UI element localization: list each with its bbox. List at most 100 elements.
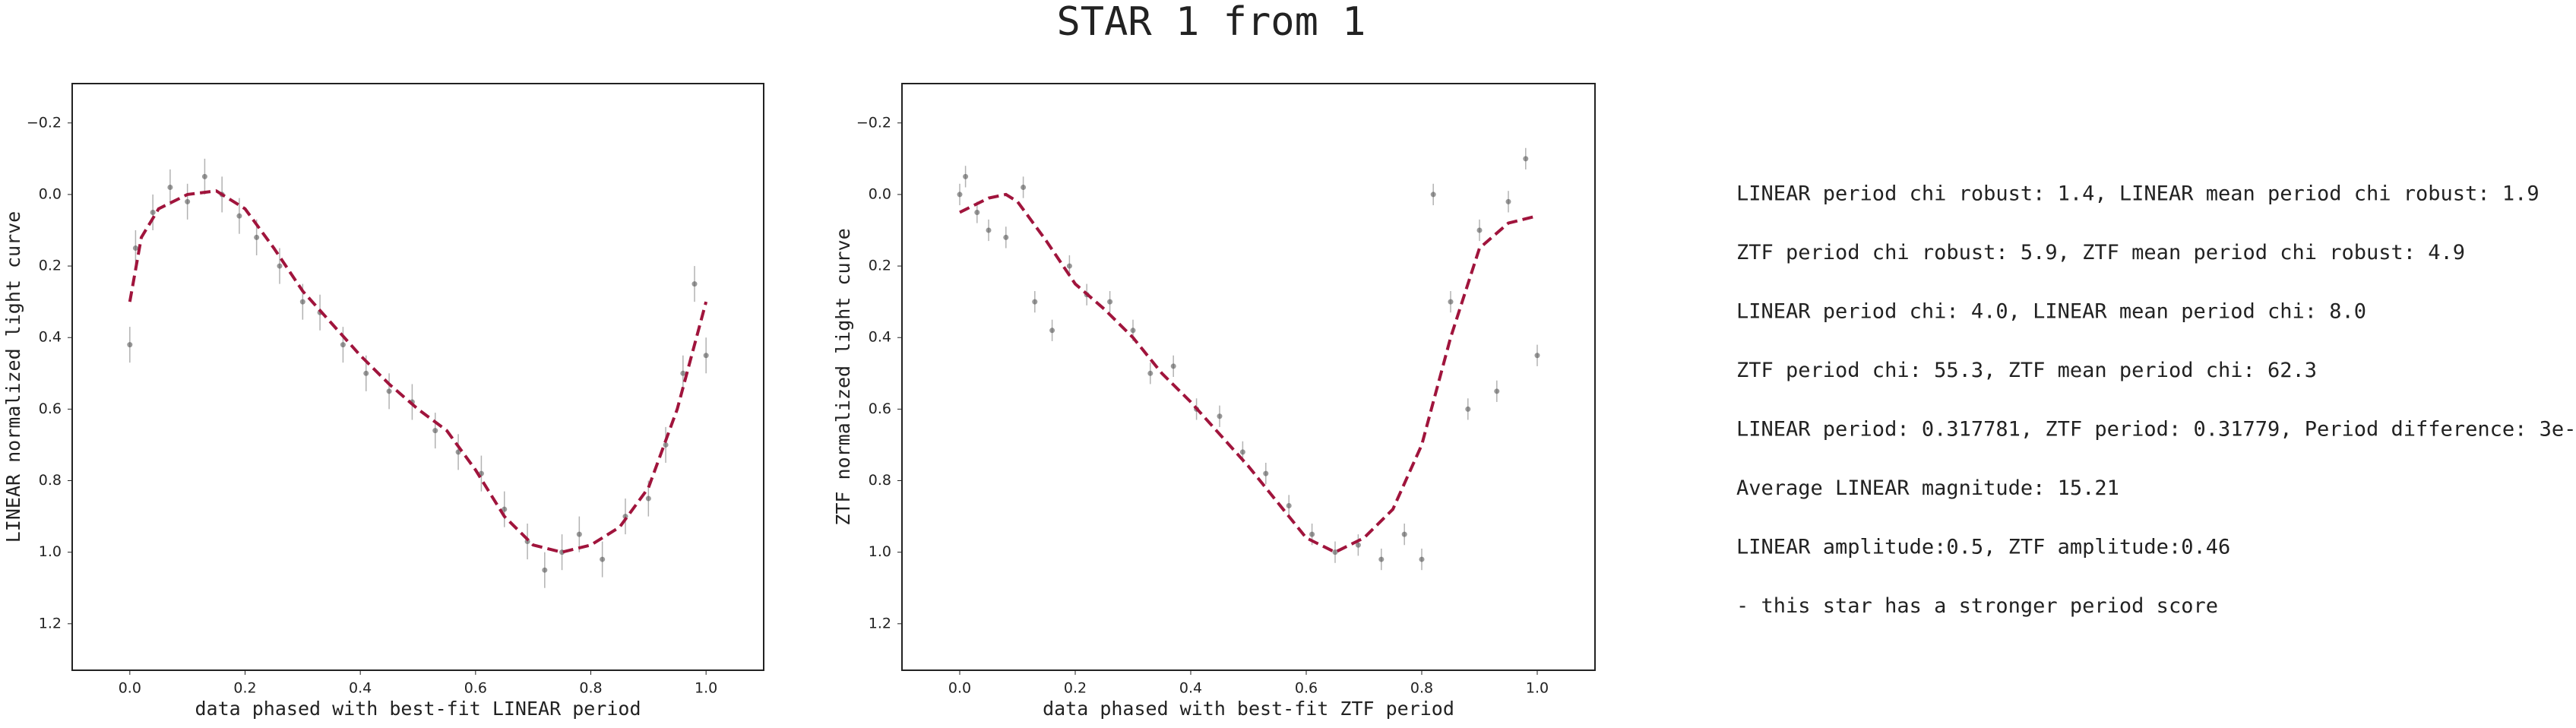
x-tick-label: 0.2 bbox=[233, 680, 256, 697]
x-tick-label: 0.4 bbox=[349, 680, 372, 697]
y-tick-label: 1.0 bbox=[39, 543, 62, 560]
y-tick-label: −0.2 bbox=[27, 114, 62, 131]
y-tick-label: 1.2 bbox=[39, 615, 62, 631]
y-tick-label: 0.2 bbox=[39, 258, 62, 274]
y-tick-label: 1.0 bbox=[869, 543, 891, 560]
data-point bbox=[1505, 198, 1511, 204]
data-point bbox=[1332, 549, 1338, 555]
data-point bbox=[1465, 406, 1471, 412]
data-point bbox=[1355, 542, 1361, 548]
y-tick-label: 0.0 bbox=[869, 185, 891, 202]
x-tick-label: 1.0 bbox=[1526, 680, 1549, 697]
data-point bbox=[963, 173, 969, 179]
data-point bbox=[386, 388, 392, 394]
data-point bbox=[299, 299, 305, 305]
data-point bbox=[201, 173, 207, 179]
data-point bbox=[1107, 299, 1113, 305]
data-point bbox=[150, 209, 156, 215]
y-axis-label: LINEAR normalized light curve bbox=[2, 211, 24, 543]
x-tick-label: 0.0 bbox=[119, 680, 141, 697]
data-point bbox=[1378, 556, 1385, 562]
data-point bbox=[1032, 299, 1038, 305]
note-line: ZTF period chi: 55.3, ZTF mean period ch… bbox=[1736, 359, 2317, 382]
data-point bbox=[957, 191, 963, 198]
fit-line bbox=[959, 192, 1538, 554]
y-tick-label: −0.2 bbox=[856, 114, 891, 131]
data-point bbox=[1401, 531, 1407, 537]
y-axis-label: ZTF normalized light curve bbox=[832, 228, 854, 525]
data-point bbox=[703, 353, 709, 359]
plot-frame bbox=[71, 83, 764, 671]
data-point bbox=[132, 245, 138, 252]
y-tick-label: 0.4 bbox=[39, 329, 62, 346]
data-point bbox=[1147, 370, 1154, 376]
data-point bbox=[1430, 191, 1436, 198]
data-point bbox=[1049, 328, 1055, 334]
data-point bbox=[1448, 299, 1454, 305]
data-point bbox=[691, 281, 698, 287]
data-point bbox=[167, 185, 173, 191]
data-point bbox=[1217, 413, 1223, 419]
data-point bbox=[600, 556, 606, 562]
data-point bbox=[1263, 470, 1269, 476]
x-tick-label: 0.8 bbox=[579, 680, 602, 697]
fit-line bbox=[128, 189, 708, 554]
data-point bbox=[1239, 449, 1245, 455]
data-point bbox=[542, 567, 548, 573]
data-point bbox=[680, 370, 686, 376]
data-point bbox=[1170, 363, 1176, 369]
data-point bbox=[455, 449, 461, 455]
y-tick-label: 0.6 bbox=[39, 400, 62, 417]
note-line: ZTF period chi robust: 5.9, ZTF mean per… bbox=[1736, 241, 2465, 264]
note-line: LINEAR period: 0.317781, ZTF period: 0.3… bbox=[1736, 418, 2576, 442]
plot-frame bbox=[901, 83, 1596, 671]
data-point bbox=[502, 506, 508, 512]
x-tick-label: 0.4 bbox=[1179, 680, 1202, 697]
x-tick-label: 1.0 bbox=[695, 680, 717, 697]
figure-title: STAR 1 from 1 bbox=[1057, 0, 1366, 45]
data-point bbox=[1130, 328, 1136, 334]
data-point bbox=[340, 342, 346, 348]
data-point bbox=[663, 442, 669, 448]
data-point bbox=[1476, 227, 1483, 233]
data-point bbox=[645, 495, 651, 502]
data-point bbox=[1003, 234, 1009, 240]
y-tick-label: 0.4 bbox=[869, 329, 891, 346]
x-tick-label: 0.8 bbox=[1410, 680, 1433, 697]
data-point bbox=[1523, 156, 1529, 162]
data-point bbox=[576, 531, 582, 537]
data-point bbox=[277, 263, 283, 269]
data-point bbox=[1494, 388, 1500, 394]
data-point bbox=[1286, 502, 1292, 508]
y-tick-label: 0.8 bbox=[869, 472, 891, 489]
data-point bbox=[1066, 263, 1072, 269]
data-point bbox=[432, 428, 438, 434]
data-point bbox=[363, 370, 369, 376]
data-point bbox=[986, 227, 992, 233]
y-tick-label: 1.2 bbox=[869, 615, 891, 631]
note-line: - this star has a stronger period score bbox=[1736, 594, 2218, 618]
note-line: Average LINEAR magnitude: 15.21 bbox=[1736, 476, 2119, 500]
note-line: LINEAR amplitude:0.5, ZTF amplitude:0.46 bbox=[1736, 536, 2230, 559]
y-tick-label: 0.2 bbox=[869, 258, 891, 274]
data-point bbox=[127, 342, 133, 348]
data-point bbox=[1534, 353, 1540, 359]
data-point bbox=[1419, 556, 1425, 562]
x-tick-label: 0.0 bbox=[948, 680, 971, 697]
data-point bbox=[974, 209, 980, 215]
y-tick-label: 0.8 bbox=[39, 472, 62, 489]
note-line: LINEAR period chi: 4.0, LINEAR mean peri… bbox=[1736, 300, 2366, 324]
x-axis-label: data phased with best-fit ZTF period bbox=[1043, 698, 1454, 720]
note-line: LINEAR period chi robust: 1.4, LINEAR me… bbox=[1736, 182, 2540, 206]
data-point bbox=[236, 213, 242, 219]
y-tick-label: 0.6 bbox=[869, 400, 891, 417]
y-tick-label: 0.0 bbox=[39, 185, 62, 202]
x-tick-label: 0.6 bbox=[464, 680, 487, 697]
x-axis-label: data phased with best-fit LINEAR period bbox=[195, 698, 641, 720]
data-point bbox=[254, 234, 260, 240]
data-point bbox=[1309, 531, 1315, 537]
x-tick-label: 0.2 bbox=[1064, 680, 1087, 697]
data-point bbox=[185, 198, 191, 204]
data-point bbox=[1021, 185, 1027, 191]
